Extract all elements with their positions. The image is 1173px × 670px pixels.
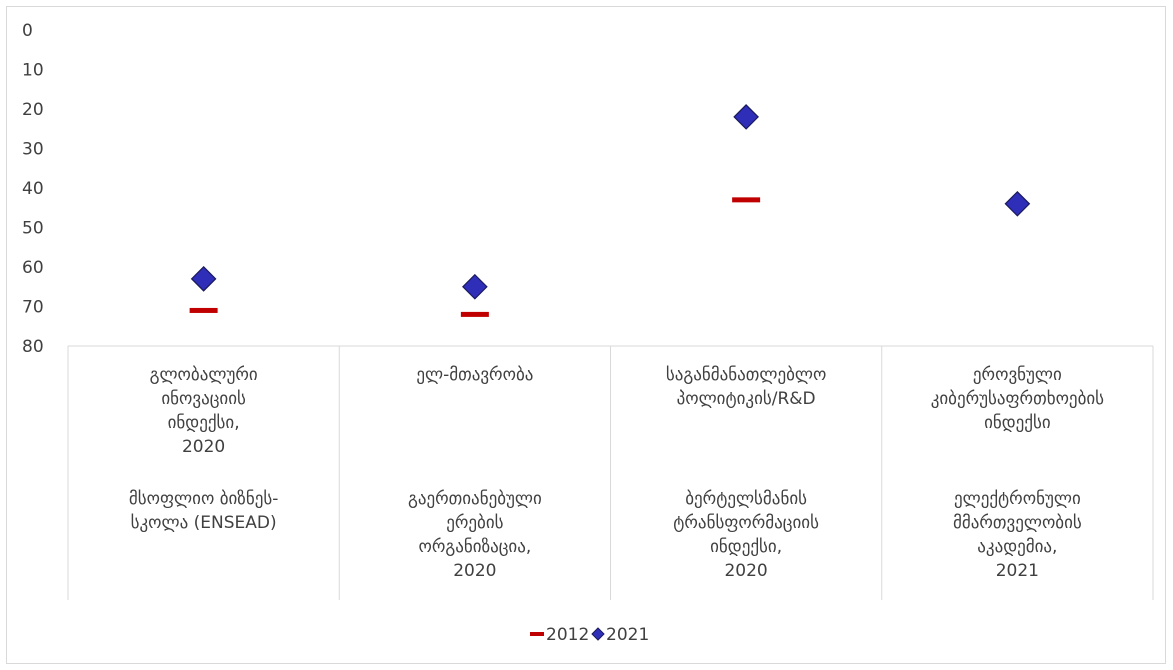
category-source-line: სკოლა (ENSEAD) (131, 513, 277, 533)
category-source-line: ორგანიზაცია, (418, 537, 531, 557)
y-tick-label: 60 (22, 258, 44, 278)
data-points (189, 104, 1031, 317)
series-2021 (190, 104, 1031, 300)
category-name-line: პოლიტიკის/R&D (677, 389, 816, 409)
category-name-line: ინდექსი, (168, 413, 240, 433)
category-label: ეროვნული კიბერუსაფრთხოების ინდექსი ელექტრონ… (931, 365, 1104, 581)
category-source-line: ტრანსფორმაციის (673, 513, 819, 533)
category-source-line: 2020 (724, 561, 767, 581)
legend-swatch-2012 (530, 632, 544, 636)
point-2012 (189, 307, 218, 313)
point-2012 (460, 311, 489, 317)
legend-label: 2021 (606, 625, 649, 645)
category-name-line: ინოვაციის (161, 389, 246, 409)
y-tick-label: 20 (22, 100, 44, 120)
legend-item: 2021 (591, 625, 649, 645)
category-name-line: ინდექსი (984, 413, 1051, 433)
point-2012 (732, 197, 761, 203)
legend-item: 2012 (530, 625, 589, 645)
category-source-line: 2020 (453, 561, 496, 581)
legend-swatch-2021 (591, 627, 605, 641)
category-source-line: ბერტელსმანის (685, 489, 807, 509)
y-axis: 0 10 20 30 40 50 60 70 80 (22, 21, 44, 357)
legend: 2012 2021 (530, 625, 649, 645)
category-name-line: საგანმანათლებლო (666, 365, 827, 385)
category-label: გლობალური ინოვაციის ინდექსი, 2020 მსოფლიო ბი… (129, 365, 278, 533)
point-2021 (190, 266, 217, 292)
y-tick-label: 0 (22, 21, 33, 41)
y-tick-label: 10 (22, 61, 44, 81)
y-tick-label: 70 (22, 298, 44, 318)
point-2021 (733, 104, 759, 130)
chart-frame (6, 6, 1166, 664)
category-source-line: 2021 (996, 561, 1039, 581)
category-label: საგანმანათლებლო პოლიტიკის/R&D ბერტელსმანის… (666, 365, 827, 581)
point-2021 (462, 273, 488, 300)
category-source-line: მმართველობის (953, 513, 1082, 533)
y-tick-label: 80 (22, 337, 44, 357)
y-tick-label: 40 (22, 179, 44, 199)
category-source-line: ელექტრონული (954, 489, 1081, 509)
category-source-line: ინდექსი, (710, 537, 782, 557)
category-name-line: ეროვნული (973, 365, 1062, 385)
point-2021 (1004, 190, 1031, 217)
category-source-line: გაერთიანებული (408, 489, 542, 509)
category-source-line: აკადემია, (977, 537, 1057, 557)
category-name-line: გლობალური (150, 365, 258, 385)
y-tick-label: 30 (22, 140, 44, 160)
category-label: ელ-მთავრობა გაერთიანებული ერების ორგანიზაცი… (408, 365, 542, 581)
series-2012 (189, 197, 761, 317)
category-table: გლობალური ინოვაციის ინდექსი, 2020 მსოფლიო ბი… (67, 345, 1154, 600)
category-source-line: ერების (446, 513, 503, 533)
category-source-line: მსოფლიო ბიზნეს- (129, 489, 278, 509)
category-name-line: კიბერუსაფრთხოების (931, 389, 1104, 409)
legend-label: 2012 (546, 625, 589, 645)
category-name-line: ელ-მთავრობა (416, 365, 533, 385)
category-name-line: 2020 (182, 437, 225, 457)
y-tick-label: 50 (22, 219, 44, 239)
